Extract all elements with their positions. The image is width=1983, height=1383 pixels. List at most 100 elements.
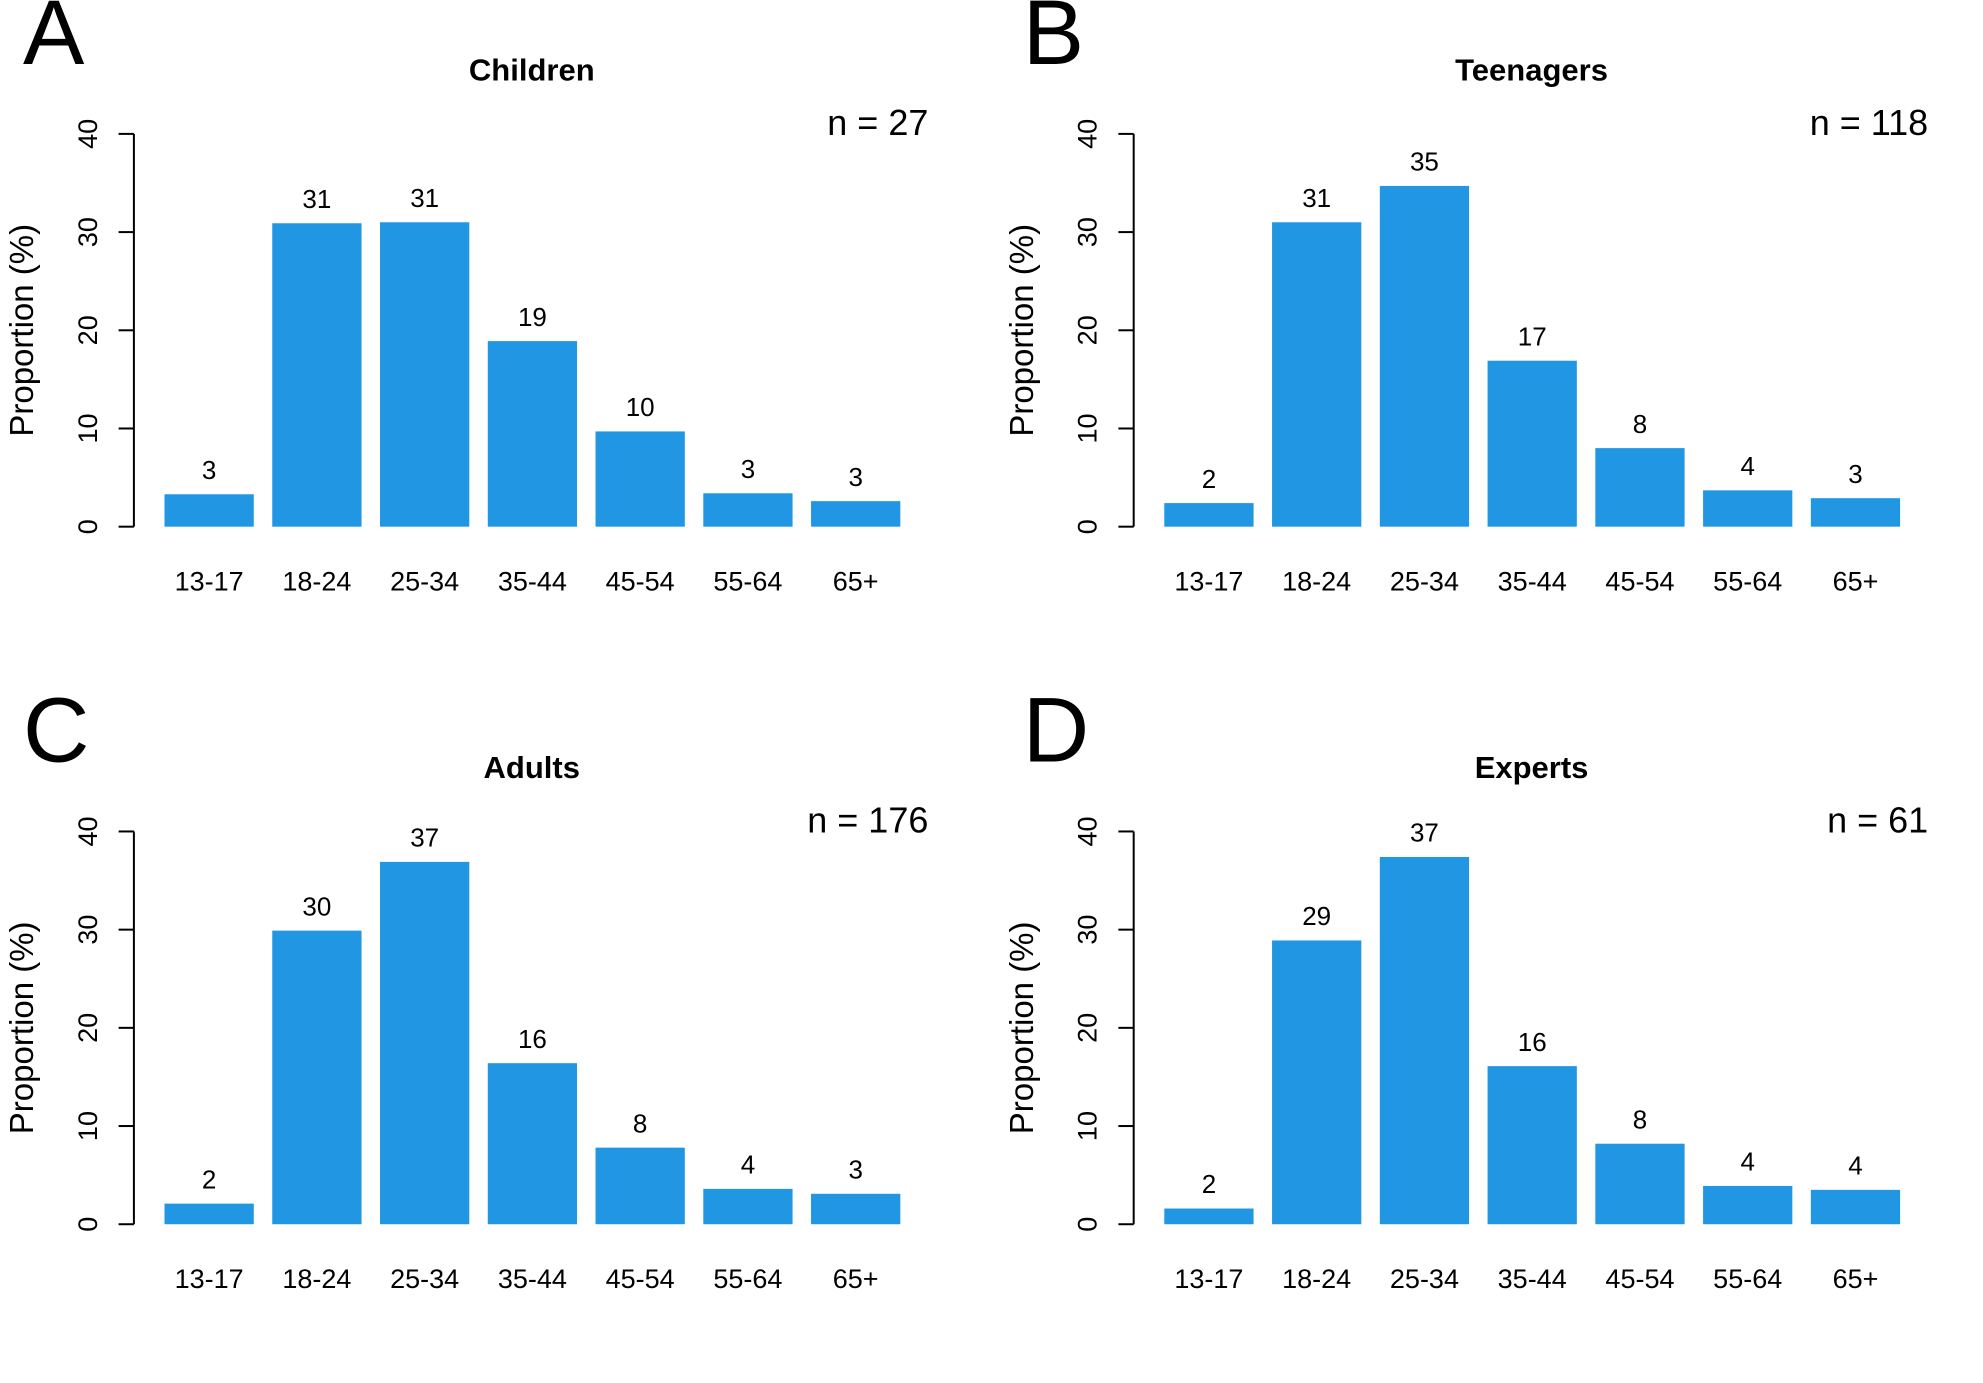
x-category-label: 35-44 (1498, 566, 1567, 596)
bar-value-label: 2 (1202, 1169, 1216, 1199)
y-tick-label: 10 (1073, 1111, 1103, 1141)
bar-value-label: 30 (302, 891, 331, 921)
bar-65plus (1810, 498, 1901, 527)
bar-25-34 (1379, 856, 1470, 1225)
bar-value-label: 8 (1633, 409, 1647, 439)
x-category-label: 18-24 (1282, 1264, 1351, 1294)
x-category-label: 18-24 (1282, 566, 1351, 596)
bar-18-24 (272, 223, 362, 527)
bar-25-34 (380, 222, 470, 527)
x-category-label: 45-54 (1605, 1264, 1674, 1294)
bar-13-17 (1164, 503, 1254, 527)
x-category-label: 65+ (833, 1264, 879, 1294)
bar-45-54 (1595, 448, 1685, 527)
x-category-label: 45-54 (606, 566, 675, 596)
x-category-label: 25-34 (390, 1264, 459, 1294)
x-category-label: 55-64 (713, 1264, 782, 1294)
y-tick-label: 0 (1073, 519, 1103, 534)
sample-size-annotation: n = 118 (1810, 102, 1928, 143)
y-tick-label: 0 (1073, 1217, 1103, 1232)
x-category-label: 55-64 (1713, 1264, 1782, 1294)
bar-value-label: 3 (741, 454, 755, 484)
y-tick-label: 0 (73, 519, 103, 534)
sample-size-annotation: n = 176 (807, 800, 928, 841)
bar-45-54 (595, 431, 685, 527)
y-axis-label: Proportion (%) (3, 224, 40, 437)
bar-value-label: 16 (518, 1024, 547, 1054)
y-axis-label: Proportion (%) (1003, 921, 1040, 1134)
bar-55-64 (1703, 490, 1793, 527)
x-category-label: 35-44 (1498, 1264, 1567, 1294)
chart-title: Adults (484, 750, 580, 785)
x-category-label: 65+ (1833, 1264, 1879, 1294)
sample-size-annotation: n = 61 (1827, 800, 1928, 841)
bar-25-34 (1379, 185, 1470, 527)
x-category-label: 25-34 (1390, 1264, 1459, 1294)
bar-value-label: 35 (1410, 147, 1439, 177)
y-tick-label: 30 (1073, 217, 1103, 247)
bar-value-label: 3 (202, 455, 216, 485)
x-category-label: 55-64 (1713, 566, 1782, 596)
y-tick-label: 30 (1073, 915, 1103, 945)
sample-size-annotation: n = 27 (827, 102, 928, 143)
x-category-label: 18-24 (282, 566, 351, 596)
x-category-label: 25-34 (390, 566, 459, 596)
y-tick-label: 20 (1073, 315, 1103, 345)
chart-title: Teenagers (1455, 52, 1608, 87)
bar-25-34 (380, 861, 470, 1225)
bar-value-label: 3 (848, 462, 862, 492)
y-tick-label: 40 (73, 119, 103, 149)
bar-value-label: 31 (1302, 183, 1331, 213)
bar-65plus (811, 501, 901, 527)
bar-55-64 (703, 1188, 793, 1225)
x-category-label: 13-17 (175, 1264, 244, 1294)
bar-value-label: 31 (302, 184, 331, 214)
y-tick-label: 40 (73, 816, 103, 846)
bar-value-label: 3 (1848, 459, 1862, 489)
x-category-label: 35-44 (498, 566, 567, 596)
y-tick-label: 10 (73, 413, 103, 443)
bar-18-24 (1272, 222, 1362, 527)
y-tick-label: 20 (73, 315, 103, 345)
bar-value-label: 2 (202, 1164, 216, 1194)
bar-13-17 (164, 1203, 254, 1225)
x-category-label: 13-17 (175, 566, 244, 596)
bar-35-44 (1487, 360, 1577, 527)
bar-value-label: 29 (1302, 901, 1331, 931)
bar-35-44 (1487, 1066, 1577, 1225)
y-tick-label: 20 (1073, 1013, 1103, 1043)
bar-45-54 (1595, 1143, 1685, 1225)
bar-value-label: 10 (626, 392, 655, 422)
y-tick-label: 30 (73, 217, 103, 247)
y-tick-label: 10 (1073, 413, 1103, 443)
bar-value-label: 8 (1633, 1104, 1647, 1134)
bar-value-label: 4 (741, 1150, 755, 1180)
bar-value-label: 19 (518, 302, 547, 332)
bar-18-24 (272, 930, 362, 1225)
chart-panel-c: C Adults n = 176 Proportion (%) 0 10 20 30 40 2 13… (3, 679, 928, 1294)
bar-35-44 (487, 341, 578, 527)
panel-letter: C (23, 679, 89, 781)
bar-value-label: 31 (410, 183, 439, 213)
chart-title: Children (469, 52, 595, 87)
bar-13-17 (1164, 1208, 1254, 1225)
panel-letter: B (1023, 0, 1084, 84)
x-category-label: 45-54 (606, 1264, 675, 1294)
bar-value-label: 16 (1518, 1027, 1547, 1057)
bar-value-label: 2 (1202, 464, 1216, 494)
bar-value-label: 4 (1740, 451, 1754, 481)
bar-55-64 (703, 493, 793, 527)
bar-value-label: 3 (848, 1154, 862, 1184)
x-category-label: 55-64 (713, 566, 782, 596)
bar-65plus (811, 1193, 901, 1225)
x-category-label: 65+ (1833, 566, 1879, 596)
bar-value-label: 17 (1518, 321, 1547, 351)
y-tick-label: 0 (73, 1217, 103, 1232)
bar-45-54 (595, 1147, 685, 1225)
chart-panel-b: B Teenagers n = 118 Proportion (%) 0 10 20 30 40… (1003, 0, 1928, 596)
y-tick-label: 10 (73, 1111, 103, 1141)
chart-title: Experts (1475, 750, 1589, 785)
x-category-label: 13-17 (1174, 1264, 1243, 1294)
